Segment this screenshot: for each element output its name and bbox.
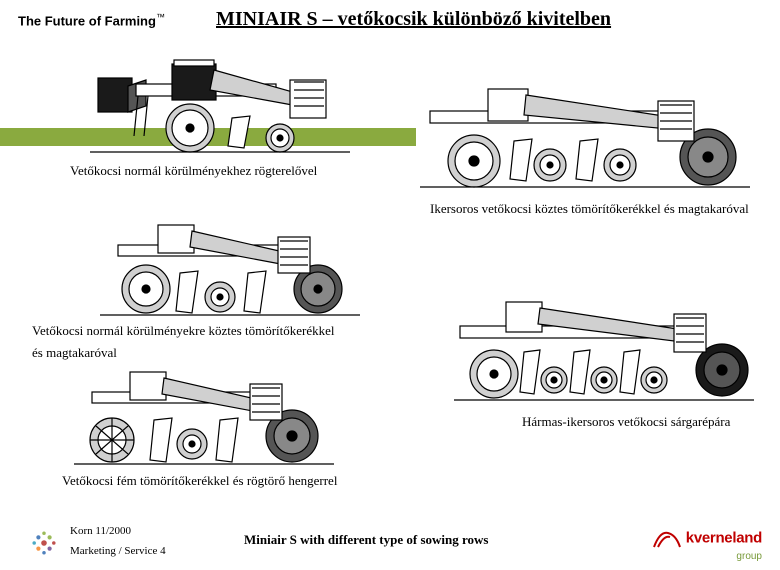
kv-logo-main: kverneland <box>686 530 762 547</box>
item-5 <box>74 362 334 475</box>
caption-4: Hármas-ikersoros vetőkocsi sárgarépára <box>522 414 730 430</box>
machine-illustration-3 <box>100 215 360 320</box>
caption-3b: és magtakaróval <box>32 345 117 361</box>
machine-illustration-1: 1 1 cm <box>90 50 350 160</box>
caption-1: Vetőkocsi normál körülményekhez rögterel… <box>70 163 317 179</box>
machine-illustration-4 <box>454 290 754 410</box>
footer-left: Korn 11/2000 Marketing / Service 4 <box>30 529 58 562</box>
brand-tm: ™ <box>156 12 165 22</box>
circle-pattern-icon <box>30 529 58 557</box>
caption-3a: Vetőkocsi normál körülményekre köztes tö… <box>32 323 335 339</box>
footer-center: Miniair S with different type of sowing … <box>244 532 488 548</box>
page-title: MINIAIR S – vetőkocsik különböző kivitel… <box>216 8 611 31</box>
item-2 <box>420 75 750 200</box>
footer-line1: Korn 11/2000 <box>70 523 131 541</box>
brand-label: The Future of Farming <box>18 13 156 28</box>
item-1: 1 1 cm <box>90 50 350 165</box>
header: The Future of Farming™ MINIAIR S – vetők… <box>0 0 780 50</box>
kv-logo-sub: group <box>652 551 762 562</box>
brand-text: The Future of Farming™ <box>18 12 165 28</box>
caption-2: Ikersoros vetőkocsi köztes tömörítőkerék… <box>430 201 749 217</box>
footer-line2: Marketing / Service 4 <box>70 543 166 561</box>
footer: Korn 11/2000 Marketing / Service 4 Minia… <box>0 514 780 570</box>
item-3 <box>100 215 360 325</box>
footer-logo: kverneland group <box>652 527 762 562</box>
caption-5: Vetőkocsi fém tömörítőkerékkel és rögtör… <box>62 473 337 489</box>
plough-icon <box>652 527 682 551</box>
machine-illustration-2 <box>420 75 750 195</box>
item-4 <box>454 290 754 415</box>
machine-illustration-5 <box>74 362 334 470</box>
